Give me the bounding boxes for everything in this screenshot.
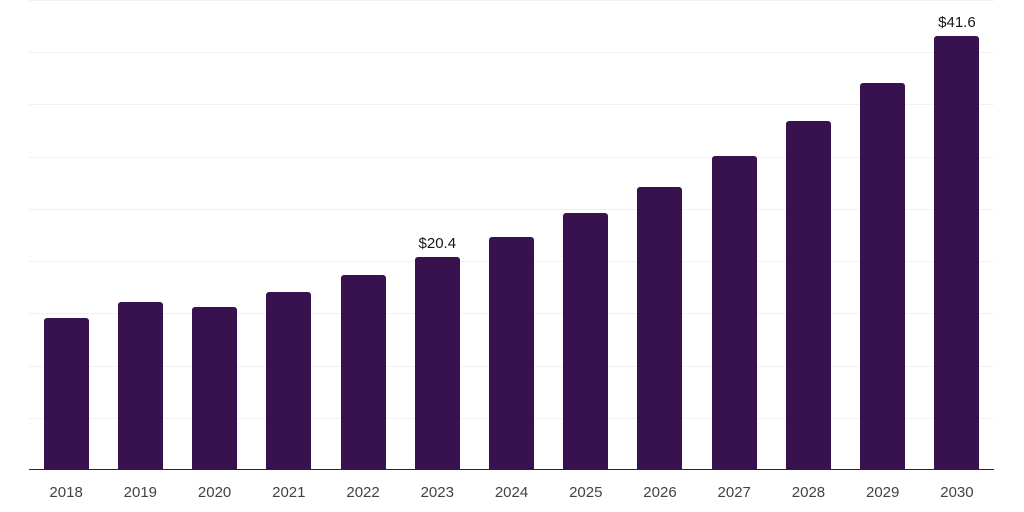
bar-group-2019 [103, 0, 177, 470]
bar-2020 [192, 307, 238, 470]
bar-group-2028 [771, 0, 845, 470]
x-tick-label-2024: 2024 [494, 484, 529, 501]
gridline [29, 104, 994, 106]
bars: $20.4 $41.6 [29, 0, 994, 470]
bar-2021 [266, 292, 312, 470]
bar-group-2018 [29, 0, 103, 470]
bar-2028 [785, 121, 831, 470]
gridline [29, 208, 994, 210]
bar-group-2030: $41.6 [920, 0, 994, 470]
gridline [29, 156, 994, 158]
bar-group-2022 [326, 0, 400, 470]
bar-2025 [563, 213, 609, 470]
bar-2022 [340, 274, 386, 470]
bar-2027 [711, 155, 757, 470]
bar-value-label: $20.4 [418, 234, 457, 252]
bar-group-2029 [846, 0, 920, 470]
x-tick-label-2025: 2025 [569, 484, 603, 501]
bar-group-2020 [177, 0, 251, 470]
x-axis-labels: 2018 2019 2020 2021 2022 2023 2024 2025 2026 2027… [29, 470, 994, 512]
bar-value-label: $41.6 [938, 13, 976, 31]
x-tick-label-2027: 2027 [717, 484, 751, 501]
bar-2018 [43, 317, 89, 470]
x-tick-label-2029: 2029 [866, 484, 900, 501]
plot-area: $20.4 $41.6 [29, 0, 994, 470]
bar-2029 [860, 82, 906, 470]
gridline [29, 0, 994, 1]
bar-2030 [934, 35, 980, 470]
x-axis-line [29, 469, 994, 470]
bar-2024 [489, 237, 535, 470]
x-tick-label-2028: 2028 [791, 484, 826, 501]
bar-2023 [414, 256, 460, 470]
bar-2019 [117, 301, 163, 470]
bar-group-2023: $20.4 [400, 0, 474, 470]
bar-group-2027 [697, 0, 771, 470]
x-tick-label-2018: 2018 [49, 484, 83, 501]
x-tick-label-2022: 2022 [346, 484, 380, 501]
x-tick-label-2030: 2030 [940, 484, 974, 501]
bar-group-2021 [252, 0, 326, 470]
gridline [29, 52, 994, 54]
bar-group-2025 [549, 0, 623, 470]
x-tick-label-2026: 2026 [643, 484, 677, 501]
bar-2026 [637, 186, 683, 470]
x-tick-label-2019: 2019 [123, 484, 158, 501]
x-tick-label-2020: 2020 [197, 484, 232, 501]
x-tick-label-2023: 2023 [420, 484, 454, 501]
bar-group-2024 [474, 0, 548, 470]
bar-group-2026 [623, 0, 697, 470]
x-tick-label-2021: 2021 [272, 484, 306, 501]
